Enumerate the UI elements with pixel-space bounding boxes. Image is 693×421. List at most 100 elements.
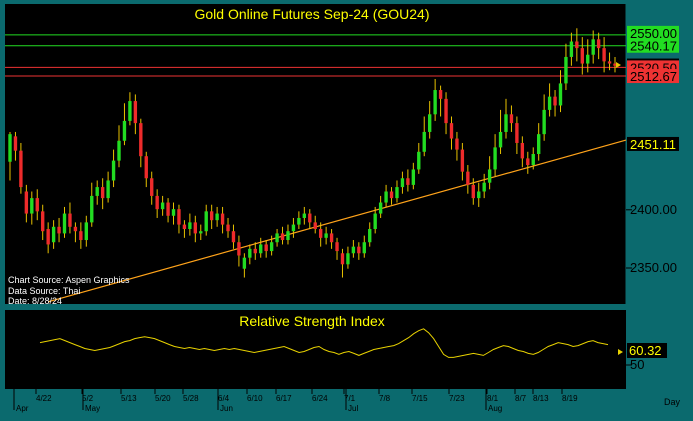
candle-body — [449, 123, 454, 139]
candle-body — [24, 191, 29, 214]
date-note: Date: 8/28/24 — [8, 296, 62, 306]
candle-body — [482, 182, 486, 192]
x-minor-label: 4/22 — [36, 394, 52, 403]
candle-body — [264, 244, 268, 252]
x-minor-label: 5/20 — [155, 394, 171, 403]
candle-body — [259, 244, 263, 254]
x-minor-label: 8/1 — [487, 394, 499, 403]
candle-body — [444, 98, 448, 124]
candle-body — [128, 101, 132, 121]
price-tick-label: 2400.00 — [630, 202, 677, 217]
candle-body — [384, 191, 388, 203]
candle-body — [564, 56, 568, 84]
candle-body — [122, 120, 127, 141]
candle-body — [602, 48, 606, 62]
rsi-series-line — [39, 328, 609, 358]
candle-body — [477, 191, 481, 199]
candle-body — [547, 96, 552, 110]
data-source-note: Data Source: Thai — [8, 286, 80, 296]
price-label-bg-2540.17 — [627, 38, 679, 53]
candle-body — [297, 217, 301, 225]
rsi-current-marker — [618, 349, 623, 355]
candle-body — [302, 213, 307, 218]
candle-body — [313, 222, 317, 229]
x-minor-label: 6/10 — [247, 394, 263, 403]
candle-body — [362, 242, 366, 254]
x-major-label: May — [85, 404, 100, 413]
candle-body — [139, 123, 143, 157]
rsi-panel: Relative Strength Index 50 60.32 — [5, 310, 667, 389]
candle-body — [182, 224, 187, 229]
rsi-current-label-bg — [627, 343, 667, 358]
candle-body — [188, 222, 192, 229]
candle-body — [291, 224, 296, 232]
candle-body — [433, 90, 437, 115]
candle-body — [569, 41, 574, 57]
candle-body — [537, 134, 541, 154]
candle-body — [531, 154, 535, 166]
candle-body — [493, 147, 497, 170]
x-minor-label: 7/1 — [344, 394, 356, 403]
candle-body — [199, 231, 203, 234]
candle-body — [340, 253, 345, 265]
candle-body — [580, 48, 584, 64]
x-axis-strip — [5, 391, 626, 413]
candle-body — [504, 114, 508, 132]
candle-body — [41, 211, 45, 232]
candle-body — [455, 138, 459, 150]
price-label-bg-2512.67 — [627, 69, 679, 84]
candle-body — [575, 41, 579, 49]
candle-body — [35, 198, 39, 212]
candle-body — [378, 202, 383, 214]
x-minor-label: 7/8 — [379, 394, 391, 403]
candle-body — [509, 114, 514, 124]
candle-body — [406, 178, 410, 185]
candle-body — [357, 246, 361, 254]
candle-body — [280, 233, 285, 241]
candle-body — [487, 169, 492, 183]
candle-body — [155, 195, 159, 210]
candle-body — [389, 191, 394, 199]
candle-body — [150, 178, 154, 196]
candle-body — [226, 224, 230, 232]
candle-body — [515, 123, 519, 143]
candle-body — [220, 213, 225, 225]
price-label-2512.67: 2512.67 — [630, 69, 677, 84]
candle-body — [13, 136, 18, 151]
candle-body — [62, 213, 67, 234]
x-minor-label: 6/24 — [312, 394, 328, 403]
x-major-label: Jul — [348, 404, 358, 413]
candle-body — [368, 229, 372, 243]
candle-body — [95, 187, 99, 196]
candle-body — [166, 202, 170, 216]
candle-body — [591, 39, 595, 55]
candle-body — [335, 242, 339, 252]
candle-body — [586, 54, 590, 64]
candle-body — [373, 213, 377, 229]
x-minor-label: 5/28 — [183, 394, 199, 403]
x-minor-label: 8/19 — [562, 394, 578, 403]
price-label-bg-2550.00 — [627, 25, 679, 40]
candle-body — [237, 242, 241, 256]
candle-body — [30, 198, 34, 214]
x-minor-label: 6/4 — [218, 394, 230, 403]
x-minor-label: 7/15 — [412, 394, 428, 403]
candle-body — [8, 134, 12, 162]
price-panel: Gold Online Futures Sep-24 (GOU24) 2400.… — [5, 4, 679, 306]
x-major-label: Jun — [220, 404, 233, 413]
candle-body — [324, 233, 328, 238]
candle-body — [111, 160, 116, 181]
candle-body — [329, 233, 334, 243]
candle-body — [395, 187, 399, 199]
rsi-chart-title: Relative Strength Index — [239, 313, 385, 329]
candle-body — [318, 229, 323, 238]
candle-body — [286, 231, 290, 241]
candle-body — [160, 202, 165, 210]
candle-body — [106, 180, 110, 199]
candle-body — [84, 222, 88, 241]
candle-body — [90, 195, 94, 223]
candle-body — [466, 171, 470, 185]
candle-body — [73, 226, 78, 232]
